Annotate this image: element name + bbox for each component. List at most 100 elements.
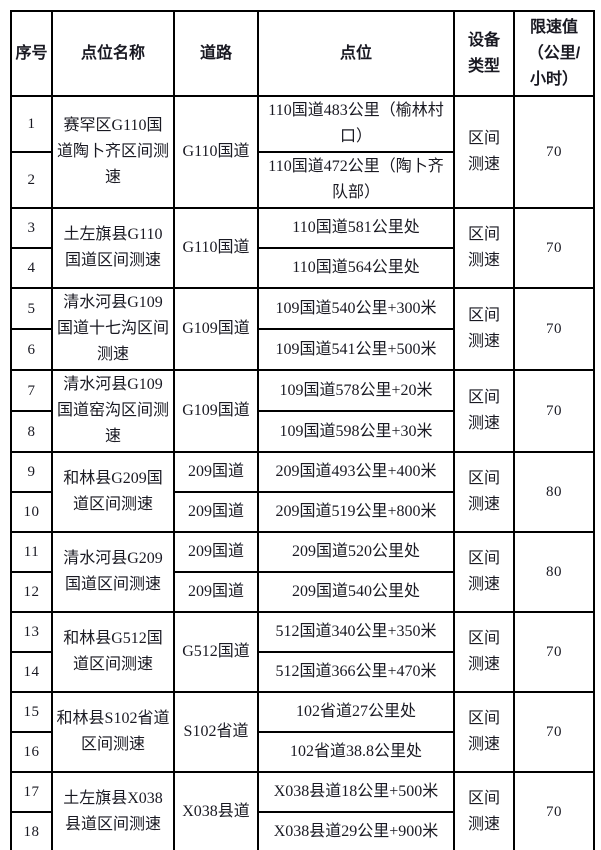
serial-cell: 10 (10, 491, 53, 533)
point-cell: 110国道483公里（榆林村口） (257, 95, 455, 153)
limit-cell: 70 (513, 95, 595, 209)
serial-cell: 6 (10, 328, 53, 371)
serial-cell: 1 (10, 95, 53, 153)
serial-cell: 17 (10, 771, 53, 813)
serial-cell: 18 (10, 811, 53, 850)
point-cell: X038县道29公里+900米 (257, 811, 455, 850)
header-point: 点位 (257, 10, 455, 97)
point-cell: 209国道540公里处 (257, 571, 455, 613)
table-row: 17 土左旗县X038县道区间测速 X038县道 X038县道18公里+500米 区间 … (10, 771, 595, 850)
point-cell: 109国道598公里+30米 (257, 410, 455, 453)
limit-cell: 80 (513, 451, 595, 533)
point-cell: 110国道564公里处 (257, 247, 455, 289)
serial-cell: 16 (10, 731, 53, 773)
table-body: 1 赛罕区G110国道陶卜齐区间测速 G110国道 110国道483公里（榆林村口）区… (10, 95, 595, 850)
table-row: 10 209国道 209国道519公里+800米 (10, 491, 594, 533)
limit-cell: 70 (513, 771, 595, 850)
road-cell: G109国道 (173, 369, 259, 453)
limit-cell: 70 (513, 611, 595, 693)
table-row: 12 209国道 209国道540公里处 (10, 571, 594, 613)
table-row: 5 清水河县G109国道十七沟区间测速 G109国道 109国道540公里+300米区… (10, 287, 595, 371)
device-cell: 区间 测速 (453, 691, 515, 773)
road-cell: 209国道 (173, 571, 259, 613)
table-row: 3 土左旗县G110国道区间测速 G110国道 110国道581公里处 区间 测速 70 (10, 207, 595, 289)
serial-cell: 8 (10, 410, 53, 453)
header-point-name: 点位名称 (51, 10, 175, 97)
device-cell: 区间 测速 (453, 287, 515, 371)
serial-cell: 5 (10, 287, 53, 330)
device-cell: 区间 测速 (453, 369, 515, 453)
point-cell: 109国道540公里+300米 (257, 287, 455, 330)
point-cell: 102省道27公里处 (257, 691, 455, 733)
name-cell: 和林县G209国道区间测速 (51, 451, 175, 533)
speed-camera-table: 序号 点位名称 道路 点位 设备 类型 限速值 （公里/ 小时） 1 赛罕区G11… (10, 10, 595, 850)
limit-cell: 70 (513, 369, 595, 453)
header-road: 道路 (173, 10, 259, 97)
point-cell: 209国道519公里+800米 (257, 491, 455, 533)
name-cell: 和林县S102省道区间测速 (51, 691, 175, 773)
name-cell: 和林县G512国道区间测速 (51, 611, 175, 693)
point-cell: 209国道493公里+400米 (257, 451, 455, 493)
device-cell: 区间 测速 (453, 771, 515, 850)
table-row: 9 和林县G209国道区间测速 209国道 209国道493公里+400米 区间 测速 8… (10, 451, 595, 533)
table-row: 16 102省道38.8公里处 (10, 731, 594, 773)
device-cell: 区间 测速 (453, 531, 515, 613)
header-row: 序号 点位名称 道路 点位 设备 类型 限速值 （公里/ 小时） (10, 10, 595, 97)
serial-cell: 12 (10, 571, 53, 613)
serial-cell: 9 (10, 451, 53, 493)
road-cell: 209国道 (173, 451, 259, 493)
table-row: 2 110国道472公里（陶卜齐队部） (10, 151, 594, 209)
limit-cell: 70 (513, 691, 595, 773)
road-cell: G110国道 (173, 95, 259, 209)
point-cell: 109国道578公里+20米 (257, 369, 455, 412)
serial-cell: 14 (10, 651, 53, 693)
road-cell: S102省道 (173, 691, 259, 773)
table-row: 1 赛罕区G110国道陶卜齐区间测速 G110国道 110国道483公里（榆林村口）区… (10, 95, 595, 209)
name-cell: 清水河县G209国道区间测速 (51, 531, 175, 613)
name-cell: 清水河县G109国道窑沟区间测速 (51, 369, 175, 453)
name-cell: 清水河县G109国道十七沟区间测速 (51, 287, 175, 371)
table-row: 7 清水河县G109国道窑沟区间测速 G109国道 109国道578公里+20米 区间 … (10, 369, 595, 453)
point-cell: X038县道18公里+500米 (257, 771, 455, 813)
header-serial: 序号 (10, 10, 53, 97)
table-header: 序号 点位名称 道路 点位 设备 类型 限速值 （公里/ 小时） (10, 10, 595, 97)
table-row: 4 110国道564公里处 (10, 247, 594, 289)
table-row: 11 清水河县G209国道区间测速 209国道 209国道520公里处 区间 测速 80 (10, 531, 595, 613)
road-cell: 209国道 (173, 531, 259, 573)
serial-cell: 15 (10, 691, 53, 733)
point-cell: 110国道472公里（陶卜齐队部） (257, 151, 455, 209)
table-row: 18 X038县道29公里+900米 (10, 811, 594, 850)
point-cell: 109国道541公里+500米 (257, 328, 455, 371)
name-cell: 赛罕区G110国道陶卜齐区间测速 (51, 95, 175, 209)
road-cell: G110国道 (173, 207, 259, 289)
header-speed-limit: 限速值 （公里/ 小时） (513, 10, 595, 97)
road-cell: X038县道 (173, 771, 259, 850)
limit-cell: 70 (513, 207, 595, 289)
serial-cell: 2 (10, 151, 53, 209)
point-cell: 512国道366公里+470米 (257, 651, 455, 693)
device-cell: 区间 测速 (453, 95, 515, 209)
header-device-type: 设备 类型 (453, 10, 515, 97)
table-row: 8 109国道598公里+30米 (10, 410, 594, 453)
limit-cell: 80 (513, 531, 595, 613)
serial-cell: 11 (10, 531, 53, 573)
road-cell: G109国道 (173, 287, 259, 371)
point-cell: 209国道520公里处 (257, 531, 455, 573)
device-cell: 区间 测速 (453, 611, 515, 693)
device-cell: 区间 测速 (453, 207, 515, 289)
point-cell: 102省道38.8公里处 (257, 731, 455, 773)
serial-cell: 3 (10, 207, 53, 249)
table-row: 13 和林县G512国道区间测速 G512国道 512国道340公里+350米 区间 测… (10, 611, 595, 693)
serial-cell: 13 (10, 611, 53, 653)
name-cell: 土左旗县X038县道区间测速 (51, 771, 175, 850)
point-cell: 110国道581公里处 (257, 207, 455, 249)
table-row: 6 109国道541公里+500米 (10, 328, 594, 371)
road-cell: 209国道 (173, 491, 259, 533)
table-row: 15 和林县S102省道区间测速 S102省道 102省道27公里处 区间 测速 70 (10, 691, 595, 773)
serial-cell: 4 (10, 247, 53, 289)
table-row: 14 512国道366公里+470米 (10, 651, 594, 693)
road-cell: G512国道 (173, 611, 259, 693)
limit-cell: 70 (513, 287, 595, 371)
serial-cell: 7 (10, 369, 53, 412)
